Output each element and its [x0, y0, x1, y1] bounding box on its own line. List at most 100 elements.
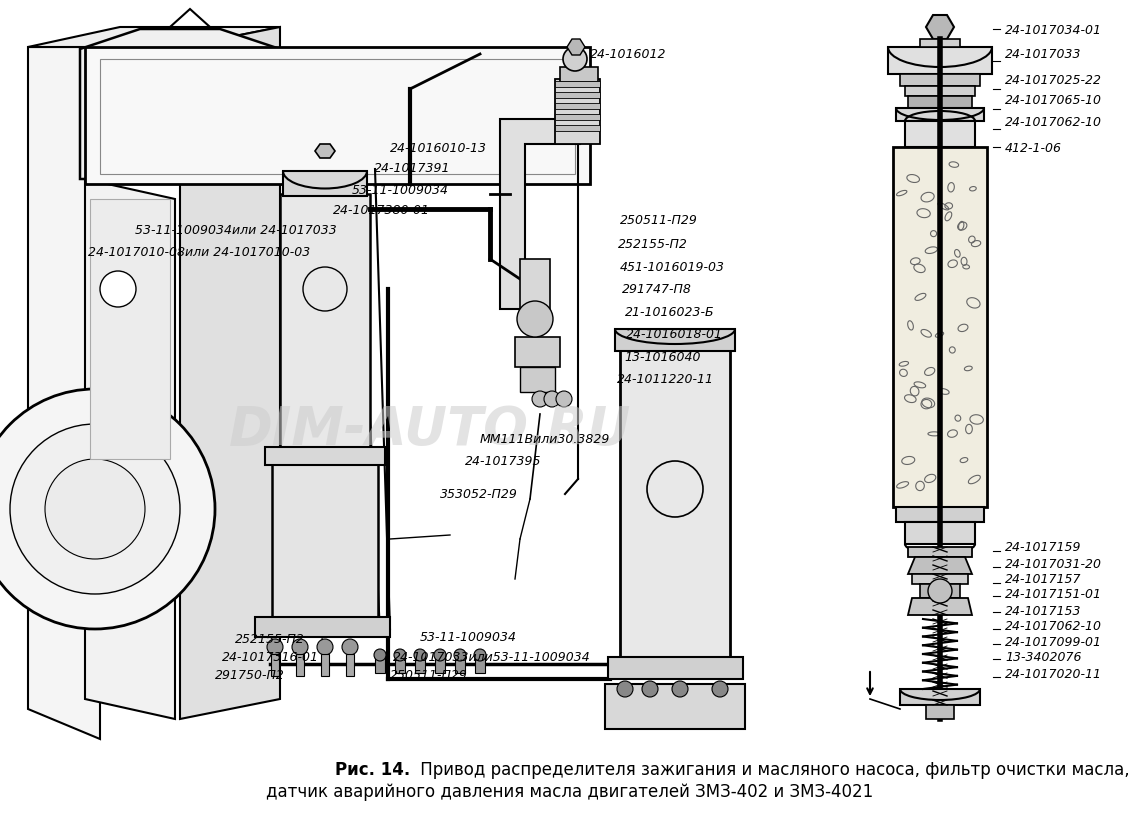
Text: 291750-П2: 291750-П2 [215, 668, 285, 681]
Bar [893, 147, 987, 508]
Bar [614, 329, 735, 351]
Text: 53-11-1009034или 24-1017033: 53-11-1009034или 24-1017033 [135, 224, 336, 236]
Bar [264, 447, 385, 465]
Bar [296, 654, 304, 676]
Text: 24-1017153: 24-1017153 [1005, 604, 1082, 618]
Circle shape [518, 301, 553, 337]
Text: 353052-П29: 353052-П29 [440, 488, 518, 501]
Circle shape [544, 391, 560, 408]
Text: 24-1017151-01: 24-1017151-01 [1005, 588, 1102, 601]
Bar [920, 584, 960, 598]
Circle shape [563, 48, 587, 72]
Polygon shape [907, 557, 972, 574]
Circle shape [342, 639, 358, 655]
Bar [520, 260, 549, 314]
Polygon shape [926, 16, 954, 40]
Text: 24-1017316-01: 24-1017316-01 [222, 651, 319, 663]
Text: 412-1-06: 412-1-06 [1005, 142, 1062, 154]
Bar [555, 93, 600, 99]
Text: 24-1017033или53-11-1009034: 24-1017033или53-11-1009034 [393, 651, 591, 663]
Polygon shape [28, 48, 180, 739]
Polygon shape [899, 689, 980, 705]
Bar [555, 80, 600, 145]
Text: 24-1017010-08или 24-1017010-03: 24-1017010-08или 24-1017010-03 [88, 245, 310, 258]
Circle shape [434, 649, 446, 661]
Bar [283, 172, 367, 197]
Bar [907, 97, 972, 109]
Bar [515, 337, 560, 368]
Text: датчик аварийного давления масла двигателей ЗМЗ-402 и ЗМЗ-4021: датчик аварийного давления масла двигате… [267, 782, 873, 800]
Circle shape [394, 649, 406, 661]
Text: 24-1017159: 24-1017159 [1005, 541, 1082, 554]
Bar [905, 87, 975, 97]
Text: 24-1017033: 24-1017033 [1005, 48, 1082, 61]
Text: DIM-AUTO.RU: DIM-AUTO.RU [229, 404, 632, 455]
Polygon shape [907, 598, 972, 615]
Polygon shape [888, 48, 992, 75]
Text: 24-1011220-11: 24-1011220-11 [617, 373, 714, 386]
Circle shape [10, 424, 180, 595]
Bar [555, 126, 600, 132]
Bar [520, 368, 555, 392]
Circle shape [317, 639, 333, 655]
Text: 24-1017065-10: 24-1017065-10 [1005, 93, 1102, 106]
Bar [280, 195, 370, 455]
Text: 250511-П29: 250511-П29 [620, 213, 698, 226]
Bar [321, 654, 329, 676]
Bar [896, 508, 984, 523]
Polygon shape [86, 48, 591, 185]
Text: 13-1016040: 13-1016040 [624, 351, 700, 364]
Text: 291747-П8: 291747-П8 [622, 283, 692, 296]
Bar [608, 657, 743, 679]
Circle shape [267, 639, 283, 655]
Text: 24-1017395: 24-1017395 [465, 455, 542, 468]
Polygon shape [500, 120, 580, 310]
Circle shape [532, 391, 548, 408]
Circle shape [374, 649, 386, 661]
Text: ММ111Вили30.3829: ММ111Вили30.3829 [480, 433, 610, 446]
Bar [555, 115, 600, 121]
Text: 24-1017031-20: 24-1017031-20 [1005, 558, 1102, 571]
Circle shape [0, 390, 215, 629]
Text: 24-1017025-22: 24-1017025-22 [1005, 74, 1102, 86]
Bar [620, 350, 730, 659]
Text: Привод распределителя зажигания и масляного насоса, фильтр очистки масла,: Привод распределителя зажигания и маслян… [415, 760, 1130, 778]
Bar [920, 40, 960, 48]
Text: 24-1017380-01: 24-1017380-01 [333, 203, 430, 216]
Text: 24-1016010-13: 24-1016010-13 [390, 142, 487, 154]
Text: 451-1016019-03: 451-1016019-03 [620, 261, 725, 274]
Bar [394, 655, 405, 673]
Polygon shape [905, 523, 975, 545]
Circle shape [671, 681, 689, 697]
Circle shape [292, 639, 308, 655]
Text: 24-1017020-11: 24-1017020-11 [1005, 667, 1102, 681]
Polygon shape [86, 180, 176, 719]
Bar [271, 654, 279, 676]
Text: 24-1017062-10: 24-1017062-10 [1005, 620, 1102, 633]
Bar [255, 618, 390, 637]
Polygon shape [605, 684, 746, 729]
Bar [455, 655, 465, 673]
Text: 24-1017391: 24-1017391 [374, 161, 450, 174]
Polygon shape [905, 122, 975, 147]
Bar [926, 705, 954, 719]
Bar [907, 547, 972, 557]
Bar [347, 654, 355, 676]
Text: 252155-П2: 252155-П2 [618, 238, 687, 251]
Polygon shape [180, 28, 280, 719]
Circle shape [454, 649, 466, 661]
Text: 53-11-1009034: 53-11-1009034 [352, 183, 449, 197]
Text: 24-1017157: 24-1017157 [1005, 572, 1082, 586]
Circle shape [100, 272, 136, 308]
Bar [555, 82, 600, 88]
Bar [375, 655, 385, 673]
Circle shape [642, 681, 658, 697]
Text: 21-1016023-Б: 21-1016023-Б [625, 306, 715, 319]
Bar [899, 75, 980, 87]
Circle shape [556, 391, 572, 408]
Text: 24-1016012: 24-1016012 [591, 48, 667, 61]
Text: 252155-П2: 252155-П2 [235, 633, 304, 645]
Polygon shape [315, 145, 335, 159]
Polygon shape [80, 30, 280, 180]
Polygon shape [567, 40, 585, 56]
